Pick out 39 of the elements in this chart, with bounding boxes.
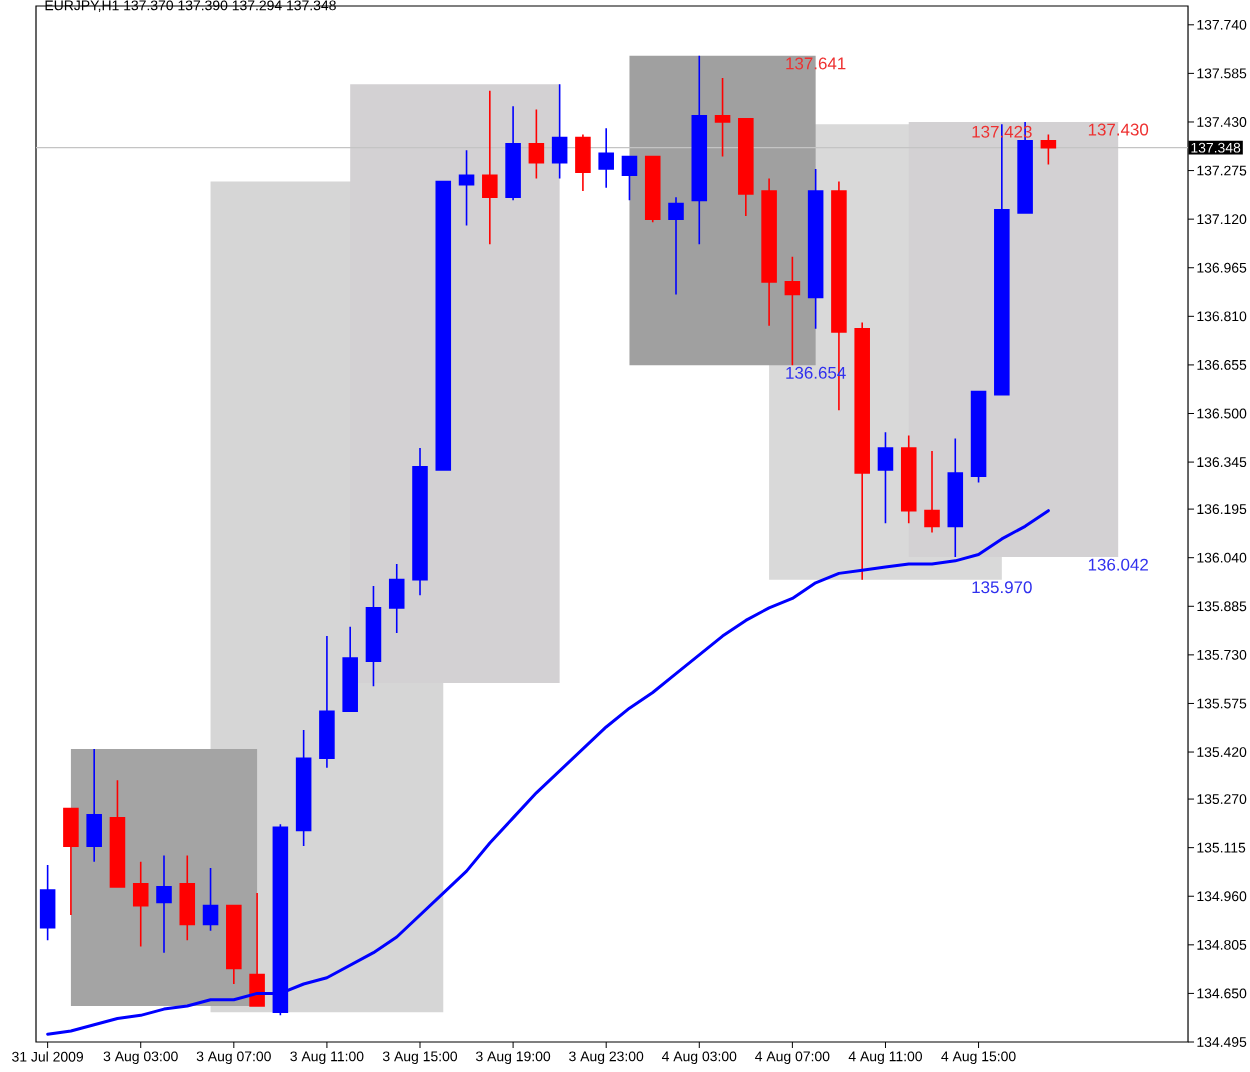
candlestick (249, 892, 265, 1007)
candlestick (39, 864, 56, 941)
candlestick (598, 127, 614, 189)
candlestick (482, 89, 498, 246)
annotation: 137.641 (786, 57, 846, 70)
candlestick (924, 450, 940, 534)
candlestick (319, 635, 335, 769)
candlestick (435, 180, 452, 471)
candlestick (807, 168, 824, 330)
candlestick (505, 105, 521, 202)
candlestick (528, 108, 545, 180)
candlestick (272, 823, 289, 1017)
candlestick (738, 118, 754, 217)
candlestick (342, 625, 358, 713)
candlestick (970, 390, 987, 484)
candlestick (179, 854, 196, 941)
candlestick (388, 563, 405, 634)
annotation: 136.042 (1088, 558, 1148, 571)
annotation: 137.430 (1088, 123, 1149, 136)
candlestick (551, 83, 568, 180)
candlestick (63, 807, 79, 916)
candlestick (900, 434, 917, 525)
candlestick (668, 196, 684, 296)
candlestick (412, 447, 428, 597)
candlestick (877, 431, 894, 525)
candlestick (644, 155, 661, 224)
candlestick (156, 854, 172, 954)
candlestick (226, 904, 242, 985)
candlestick (621, 155, 638, 202)
candlestick (132, 860, 149, 948)
candlestick (575, 133, 591, 192)
candlestick (761, 177, 777, 327)
candlestick (854, 321, 870, 581)
candlestick (109, 779, 126, 888)
candlestick (365, 585, 382, 688)
candlestick (295, 729, 312, 847)
candlestick (691, 55, 708, 246)
annotation: 135.970 (972, 581, 1032, 594)
candlestick (86, 748, 102, 863)
